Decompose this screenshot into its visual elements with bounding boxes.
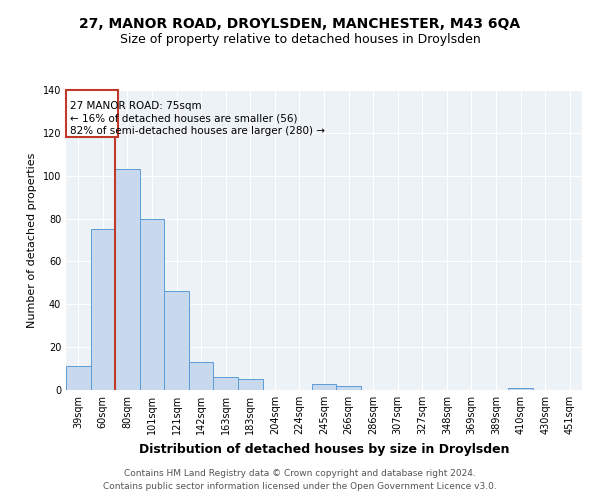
Bar xyxy=(312,384,336,390)
Bar xyxy=(91,230,115,390)
Bar xyxy=(336,386,361,390)
Bar xyxy=(140,218,164,390)
Text: 82% of semi-detached houses are larger (280) →: 82% of semi-detached houses are larger (… xyxy=(70,126,325,136)
Bar xyxy=(508,388,533,390)
Text: Size of property relative to detached houses in Droylsden: Size of property relative to detached ho… xyxy=(119,32,481,46)
Bar xyxy=(164,292,189,390)
Text: ← 16% of detached houses are smaller (56): ← 16% of detached houses are smaller (56… xyxy=(70,114,297,124)
Bar xyxy=(214,377,238,390)
Text: Contains public sector information licensed under the Open Government Licence v3: Contains public sector information licen… xyxy=(103,482,497,491)
Text: Contains HM Land Registry data © Crown copyright and database right 2024.: Contains HM Land Registry data © Crown c… xyxy=(124,468,476,477)
X-axis label: Distribution of detached houses by size in Droylsden: Distribution of detached houses by size … xyxy=(139,442,509,456)
Bar xyxy=(189,362,214,390)
Bar xyxy=(66,366,91,390)
Bar xyxy=(238,380,263,390)
Y-axis label: Number of detached properties: Number of detached properties xyxy=(27,152,37,328)
Text: 27 MANOR ROAD: 75sqm: 27 MANOR ROAD: 75sqm xyxy=(70,100,202,110)
Text: 27, MANOR ROAD, DROYLSDEN, MANCHESTER, M43 6QA: 27, MANOR ROAD, DROYLSDEN, MANCHESTER, M… xyxy=(79,18,521,32)
Bar xyxy=(115,170,140,390)
FancyBboxPatch shape xyxy=(66,90,118,137)
